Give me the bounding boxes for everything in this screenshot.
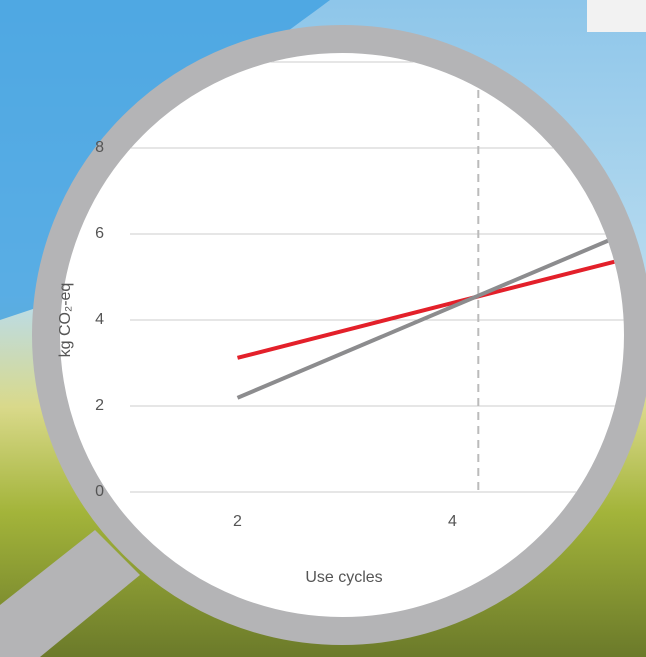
x-tick-label: 4 bbox=[448, 513, 457, 530]
x-tick-label: 2 bbox=[233, 513, 242, 530]
y-tick-label: 6 bbox=[95, 225, 104, 242]
white-box bbox=[587, 0, 646, 32]
x-axis-label: Use cycles bbox=[305, 569, 382, 586]
y-tick-label: 4 bbox=[95, 311, 104, 328]
y-tick-label: 0 bbox=[95, 483, 104, 500]
magnifier-rim bbox=[46, 39, 638, 631]
y-axis-label: kg CO₂-eq bbox=[57, 283, 74, 358]
y-tick-label: 8 bbox=[95, 139, 104, 156]
y-tick-label: 2 bbox=[95, 397, 104, 414]
page: Use cycles kg CO₂-eq 0 2 4 6 8 2 4 bbox=[0, 0, 646, 657]
